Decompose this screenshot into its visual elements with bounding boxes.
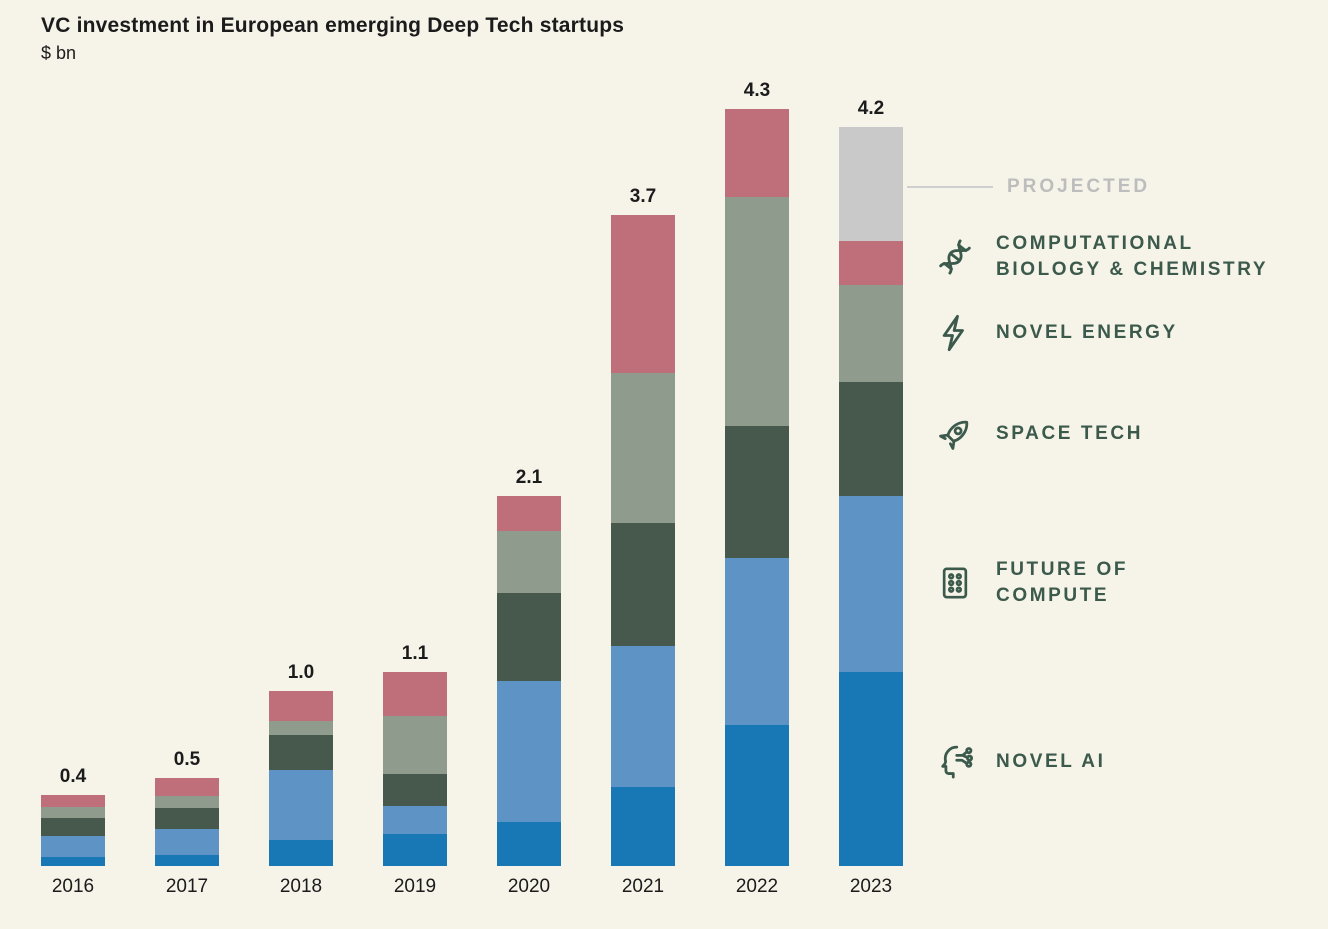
bar-segment-novel-energy [269, 721, 333, 735]
bar-segment-computational-biology-chemistry [839, 241, 903, 285]
bar-2021: 3.7 2021 [611, 186, 675, 897]
bar-2016: 0.4 2016 [41, 766, 105, 897]
bar-segment-computational-biology-chemistry [725, 109, 789, 197]
bar-segment-novel-energy [497, 531, 561, 593]
bar-segment-novel-energy [839, 285, 903, 382]
ai-head-icon [932, 741, 978, 783]
bar-stack [155, 778, 219, 866]
bar-segment-space-tech [155, 808, 219, 829]
bar-total-label: 4.3 [743, 80, 771, 101]
legend-label-computational-biology: COMPUTATIONAL BIOLOGY & CHEMISTRY [996, 233, 1269, 281]
bar-total-label: 2.1 [515, 467, 543, 488]
bar-segment-future-of-compute [383, 806, 447, 834]
axis-label-year: 2019 [393, 876, 437, 897]
bar-segment-future-of-compute [611, 646, 675, 787]
legend-label-projected: PROJECTED [1007, 176, 1151, 197]
bar-stack [725, 109, 789, 866]
bar-segment-novel-ai [383, 834, 447, 866]
bar-total-label: 3.7 [629, 186, 657, 207]
axis-label-year: 2016 [51, 876, 95, 897]
bar-segment-novel-ai [41, 857, 105, 866]
bar-segment-future-of-compute [497, 681, 561, 822]
bar-2022: 4.3 2022 [725, 80, 789, 897]
bar-segment-space-tech [497, 593, 561, 681]
bar-segment-novel-ai [269, 840, 333, 866]
bar-2020: 2.1 2020 [497, 467, 561, 897]
bar-segment-projected [839, 127, 903, 241]
bar-stack [269, 691, 333, 866]
legend-item-novel-energy: NOVEL ENERGY [932, 313, 1178, 353]
stacked-bar-chart: 0.4 2016 0.5 2017 1.0 2018 1.1 2019 2.1 2020 3.7 20… [41, 80, 903, 897]
lightning-icon [932, 313, 978, 353]
compute-chip-icon [932, 563, 978, 603]
bar-2017: 0.5 2017 [155, 749, 219, 897]
axis-label-year: 2020 [507, 876, 551, 897]
chart-unit-label: $ bn [41, 43, 77, 63]
legend-label-future-of-compute: FUTURE OF COMPUTE [996, 559, 1129, 607]
axis-label-year: 2021 [621, 876, 665, 897]
legend-item-novel-ai: NOVEL AI [932, 741, 1105, 783]
bar-stack [497, 496, 561, 866]
legend-label-novel-energy: NOVEL ENERGY [996, 321, 1178, 343]
bar-segment-space-tech [725, 426, 789, 558]
axis-label-year: 2022 [735, 876, 779, 897]
axis-label-year: 2017 [165, 876, 209, 897]
projected-connector-line [907, 186, 993, 189]
bar-stack [839, 127, 903, 866]
bar-segment-space-tech [839, 382, 903, 496]
legend-item-space-tech: SPACE TECH [932, 413, 1143, 455]
bar-segment-novel-energy [155, 796, 219, 808]
bar-stack [41, 795, 105, 866]
bar-segment-future-of-compute [839, 496, 903, 672]
bar-segment-novel-ai [155, 855, 219, 866]
bar-stack [383, 672, 447, 866]
axis-label-year: 2018 [279, 876, 323, 897]
bar-segment-novel-energy [41, 807, 105, 818]
bar-segment-computational-biology-chemistry [497, 496, 561, 531]
bar-segment-space-tech [41, 818, 105, 836]
bar-segment-future-of-compute [269, 770, 333, 840]
axis-label-year: 2023 [849, 876, 893, 897]
bar-segment-future-of-compute [725, 558, 789, 725]
bar-segment-space-tech [269, 735, 333, 770]
bar-segment-computational-biology-chemistry [41, 795, 105, 807]
bar-segment-novel-ai [725, 725, 789, 866]
legend-item-computational-biology: COMPUTATIONAL BIOLOGY & CHEMISTRY [932, 231, 1304, 283]
bar-segment-novel-energy [611, 373, 675, 523]
bar-stack [611, 215, 675, 866]
bar-segment-future-of-compute [41, 836, 105, 857]
bar-total-label: 4.2 [857, 98, 885, 119]
bar-segment-future-of-compute [155, 829, 219, 855]
bar-segment-novel-energy [383, 716, 447, 774]
legend-item-projected: PROJECTED [907, 174, 1150, 200]
bar-total-label: 1.1 [401, 643, 429, 664]
chart-title: VC investment in European emerging Deep … [41, 14, 625, 37]
bar-2019: 1.1 2019 [383, 643, 447, 897]
bar-segment-computational-biology-chemistry [611, 215, 675, 373]
legend-label-novel-ai: NOVEL AI [996, 750, 1106, 772]
bar-2023: 4.2 2023 [839, 98, 903, 897]
bar-segment-novel-energy [725, 197, 789, 426]
legend-item-future-of-compute: FUTURE OF COMPUTE [932, 557, 1196, 609]
bar-segment-novel-ai [497, 822, 561, 866]
chart-header: VC investment in European emerging Deep … [41, 14, 624, 64]
dna-icon [925, 227, 986, 287]
bar-2018: 1.0 2018 [269, 662, 333, 897]
bar-segment-novel-ai [839, 672, 903, 866]
bar-total-label: 1.0 [287, 662, 315, 683]
bar-segment-computational-biology-chemistry [269, 691, 333, 721]
bar-segment-computational-biology-chemistry [155, 778, 219, 796]
bar-segment-space-tech [383, 774, 447, 806]
bar-total-label: 0.4 [59, 766, 87, 787]
bar-total-label: 0.5 [173, 749, 201, 770]
bar-segment-novel-ai [611, 787, 675, 866]
bar-segment-space-tech [611, 523, 675, 646]
bar-segment-computational-biology-chemistry [383, 672, 447, 716]
legend-label-space-tech: SPACE TECH [996, 422, 1144, 444]
rocket-icon [932, 413, 978, 455]
